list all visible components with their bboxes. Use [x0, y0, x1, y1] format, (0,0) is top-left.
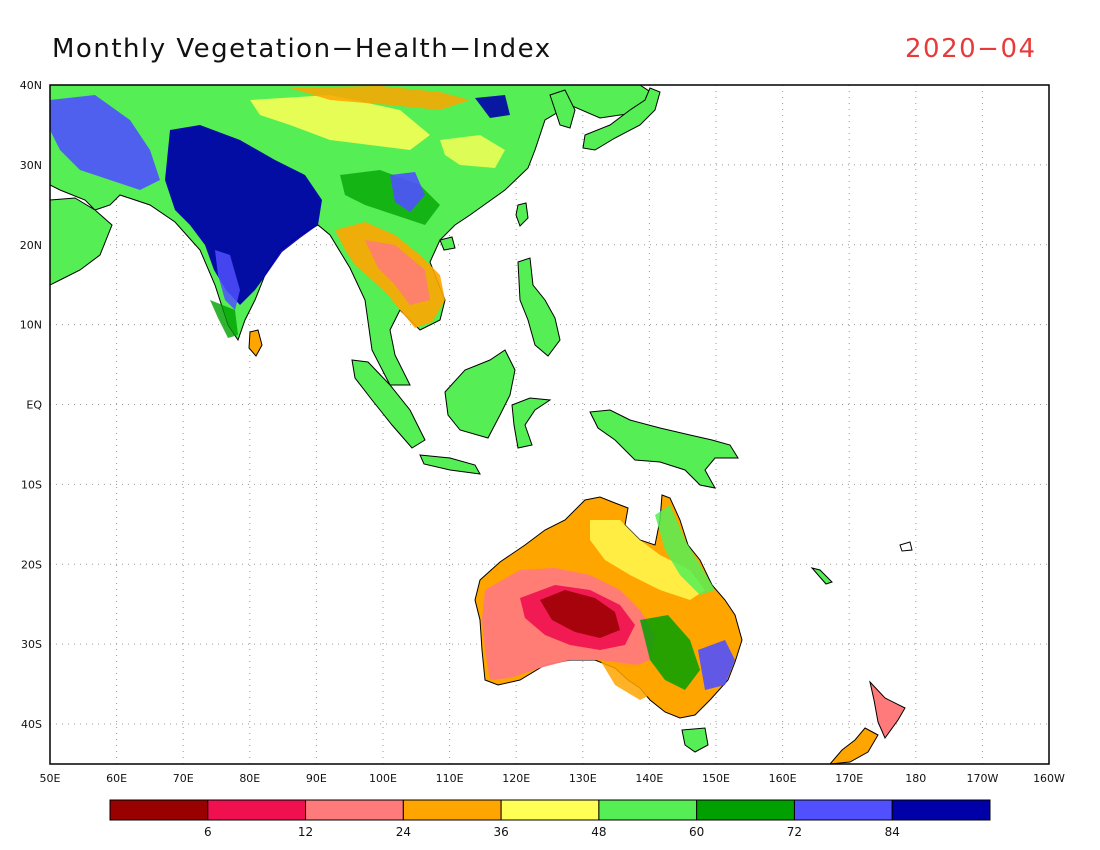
colorbar-swatch [402, 799, 502, 821]
tasmania [681, 727, 709, 753]
lon-label: 170E [835, 772, 863, 785]
colorbar-tick-label: 6 [204, 825, 212, 839]
lon-label: 80E [239, 772, 260, 785]
vhi-patches [50, 86, 735, 700]
lon-label: 50E [40, 772, 61, 785]
colorbar-swatch [500, 799, 600, 821]
map-title: Monthly Vegetation−Health−Index [52, 34, 552, 64]
colorbar-swatch [305, 799, 404, 821]
java [419, 454, 481, 475]
lon-label: 120E [502, 772, 530, 785]
colorbar-tick-label: 72 [787, 825, 802, 839]
colorbar: 6 12 24 36 48 60 72 84 [109, 799, 991, 839]
sri-lanka [248, 329, 263, 357]
colorbar-tick-label: 48 [591, 825, 606, 839]
lat-label: EQ [26, 399, 42, 412]
lon-label: 110E [436, 772, 464, 785]
lat-label: 40S [21, 718, 42, 731]
lon-label: 100E [369, 772, 397, 785]
lat-label: 30S [21, 638, 42, 651]
colorbar-tick-label: 36 [493, 825, 508, 839]
colorbar-tick-label: 24 [396, 825, 411, 839]
new-guinea [589, 409, 739, 489]
new-caledonia [810, 567, 833, 585]
lon-label: 70E [173, 772, 194, 785]
map-date: 2020−04 [905, 34, 1037, 64]
philippines [517, 257, 561, 357]
lon-label: 140E [635, 772, 663, 785]
lon-label: 160E [769, 772, 797, 785]
lon-label: 150E [702, 772, 730, 785]
lat-label: 40N [20, 79, 42, 92]
lon-label: 160W [1033, 772, 1065, 785]
arabia-landmass [50, 197, 113, 286]
colorbar-swatch [696, 799, 795, 821]
korea [549, 89, 576, 129]
lat-label: 30N [20, 159, 42, 172]
colorbar-swatch [109, 799, 209, 821]
colorbar-tick-label: 12 [298, 825, 313, 839]
new-zealand-south [829, 727, 879, 764]
colorbar-swatch [793, 799, 893, 821]
sulawesi [511, 397, 552, 449]
hainan [439, 236, 456, 251]
lat-label: 20N [20, 239, 42, 252]
lon-label: 60E [106, 772, 127, 785]
sumatra [351, 359, 426, 449]
taiwan [515, 202, 529, 227]
fiji [899, 541, 913, 552]
borneo [444, 349, 516, 439]
lat-label: 10N [20, 319, 42, 332]
lon-label: 180 [905, 772, 926, 785]
longitude-labels: 50E 60E 70E 80E 90E 100E 110E 120E 130E 140E 150E 1… [40, 772, 1066, 785]
lon-label: 170W [966, 772, 998, 785]
colorbar-swatch [598, 799, 698, 821]
lat-label: 20S [21, 558, 42, 571]
japan [582, 87, 661, 151]
latitude-labels: 40N 30N 20N 10N EQ 10S 20S 30S 40S [20, 79, 43, 731]
colorbar-tick-label: 60 [689, 825, 704, 839]
colorbar-tick-label: 84 [885, 825, 900, 839]
lon-label: 90E [306, 772, 327, 785]
colorbar-swatch [207, 799, 307, 821]
colorbar-swatch [891, 799, 991, 821]
new-zealand-north [869, 680, 906, 740]
map-frame [49, 84, 1050, 765]
lat-label: 10S [21, 478, 42, 491]
lon-label: 130E [569, 772, 597, 785]
